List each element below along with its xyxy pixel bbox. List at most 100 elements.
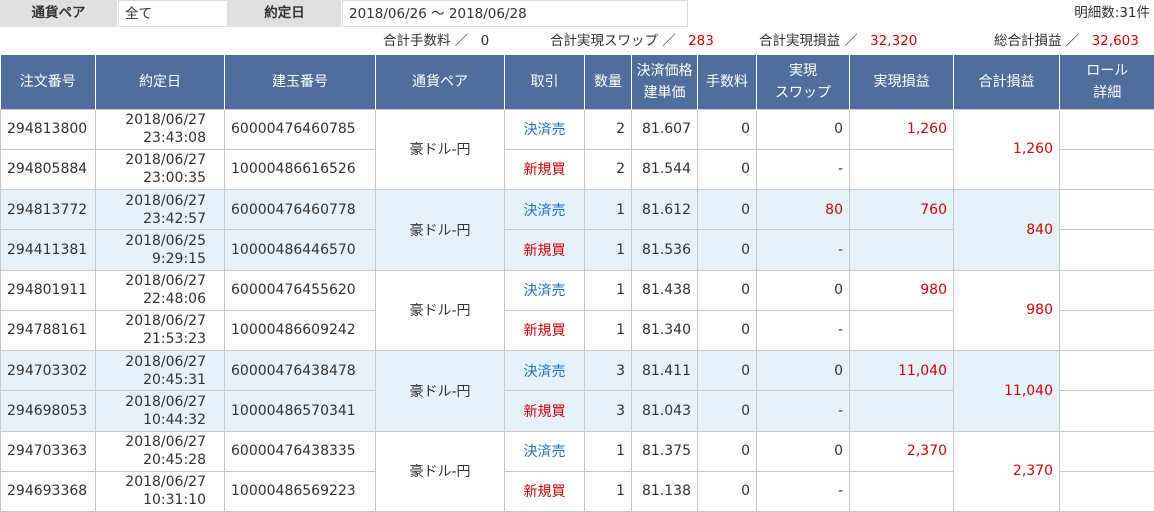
pair-filter-label: 通貨ペア (0, 0, 118, 27)
col-trade[interactable]: 取引 (504, 55, 585, 109)
position-number: 10000486446570 (224, 229, 376, 271)
col-roll-detail[interactable]: ロール 詳細 (1059, 55, 1154, 109)
date-filter-value[interactable]: 2018/06/26 ～ 2018/06/28 (342, 0, 688, 27)
col-swap-line2: スワップ (775, 84, 831, 101)
col-qty[interactable]: 数量 (584, 55, 632, 109)
grand-total-pl: 総合計損益 ／ 32,603 (994, 28, 1139, 54)
col-swap-line1: 実現 (789, 62, 817, 79)
fee: 0 (697, 349, 757, 392)
roll-detail (1059, 349, 1154, 392)
trade-type: 決済売 (504, 108, 585, 150)
fee: 0 (697, 390, 757, 432)
realized-pl (849, 229, 954, 271)
col-pair[interactable]: 通貨ペア (375, 55, 505, 109)
col-position-no[interactable]: 建玉番号 (224, 55, 376, 109)
roll-detail (1059, 390, 1154, 432)
table-header-row: 注文番号 約定日 建玉番号 通貨ペア 取引 数量 決済価格建単価 手数料 実現ス… (0, 55, 1154, 109)
position-number: 10000486569223 (224, 470, 376, 512)
currency-pair: 豪ドル-円 (375, 108, 505, 190)
table-row: 294801911 2018/06/27 22:48:06 6000047645562… (0, 269, 1154, 351)
date-filter-label: 約定日 (228, 0, 342, 27)
fee: 0 (697, 470, 757, 512)
trade-type: 新規買 (504, 309, 585, 352)
exec-datetime: 2018/06/27 23:42:57 (95, 188, 225, 231)
trade-type: 決済売 (504, 430, 585, 472)
order-number: 294813800 (0, 108, 96, 150)
pair-filter-value[interactable]: 全て (118, 0, 228, 27)
total-realized-pl-label: 合計実現損益 ／ (759, 33, 858, 49)
table-row: 294693368 2018/06/27 10:31:10 1000048656922… (0, 470, 1154, 512)
exec-date: 2018/06/27 (125, 353, 206, 370)
exec-datetime: 2018/06/27 10:44:32 (95, 390, 225, 432)
roll-detail (1059, 188, 1154, 231)
exec-datetime: 2018/06/27 20:45:31 (95, 349, 225, 392)
col-order-no[interactable]: 注文番号 (0, 55, 96, 109)
col-price-line2: 建単価 (643, 84, 686, 101)
grand-total-pl-label: 総合計損益 ／ (994, 33, 1080, 49)
quantity: 1 (584, 470, 632, 512)
realized-swap: - (756, 148, 850, 191)
col-fee[interactable]: 手数料 (697, 55, 757, 109)
roll-detail (1059, 309, 1154, 352)
price: 81.043 (631, 390, 698, 432)
exec-time: 21:53:23 (143, 331, 206, 348)
total-pl: 980 (953, 269, 1060, 351)
realized-swap: - (756, 309, 850, 352)
quantity: 1 (584, 309, 632, 352)
trade-type: 新規買 (504, 390, 585, 432)
price: 81.340 (631, 309, 698, 352)
total-swap: 合計実現スワップ ／ 283 (550, 28, 714, 54)
currency-pair: 豪ドル-円 (375, 189, 505, 271)
fee: 0 (697, 309, 757, 352)
total-swap-value: 283 (688, 33, 714, 49)
exec-date: 2018/06/27 (125, 393, 206, 410)
table-row: 294703363 2018/06/27 20:45:28 6000047643833… (0, 430, 1154, 512)
exec-datetime: 2018/06/27 21:53:23 (95, 309, 225, 352)
col-price-line1: 決済価格 (636, 62, 693, 79)
roll-detail (1059, 229, 1154, 271)
position-number: 10000486616526 (224, 148, 376, 191)
exec-datetime: 2018/06/27 10:31:10 (95, 470, 225, 512)
exec-date: 2018/06/27 (125, 273, 206, 290)
roll-detail (1059, 108, 1154, 150)
col-exec-date[interactable]: 約定日 (95, 55, 225, 109)
quantity: 3 (584, 390, 632, 432)
quantity: 1 (584, 430, 632, 472)
col-realized-pl[interactable]: 実現損益 (849, 55, 954, 109)
col-price[interactable]: 決済価格 建単価 (631, 55, 698, 109)
exec-time: 23:43:08 (143, 130, 206, 147)
quantity: 3 (584, 349, 632, 392)
price: 81.411 (631, 349, 698, 392)
realized-pl (849, 390, 954, 432)
exec-time: 10:44:32 (143, 411, 206, 428)
realized-pl: 1,260 (849, 108, 954, 150)
order-number: 294703302 (0, 349, 96, 392)
order-number: 294703363 (0, 430, 96, 472)
realized-pl (849, 148, 954, 191)
roll-detail (1059, 269, 1154, 311)
exec-date: 2018/06/27 (125, 152, 206, 169)
col-swap[interactable]: 実現 スワップ (756, 55, 850, 109)
exec-time: 22:48:06 (143, 291, 206, 308)
exec-date: 2018/06/27 (125, 313, 206, 330)
fee: 0 (697, 430, 757, 472)
total-pl: 2,370 (953, 430, 1060, 512)
exec-datetime: 2018/06/27 23:00:35 (95, 148, 225, 191)
col-total-pl[interactable]: 合計損益 (953, 55, 1060, 109)
col-roll-line1: ロール (1086, 62, 1129, 79)
total-swap-label: 合計実現スワップ ／ (550, 33, 676, 49)
price: 81.536 (631, 229, 698, 271)
roll-detail (1059, 430, 1154, 472)
exec-date: 2018/06/27 (125, 192, 206, 209)
order-number: 294698053 (0, 390, 96, 432)
trade-type: 決済売 (504, 269, 585, 311)
exec-time: 20:45:31 (143, 371, 206, 388)
realized-swap: - (756, 470, 850, 512)
exec-date: 2018/06/27 (125, 112, 206, 129)
exec-time: 10:31:10 (143, 492, 206, 509)
price: 81.612 (631, 188, 698, 231)
quantity: 2 (584, 148, 632, 191)
trade-type: 決済売 (504, 349, 585, 392)
position-number: 60000476438478 (224, 349, 376, 392)
exec-datetime: 2018/06/27 22:48:06 (95, 269, 225, 311)
